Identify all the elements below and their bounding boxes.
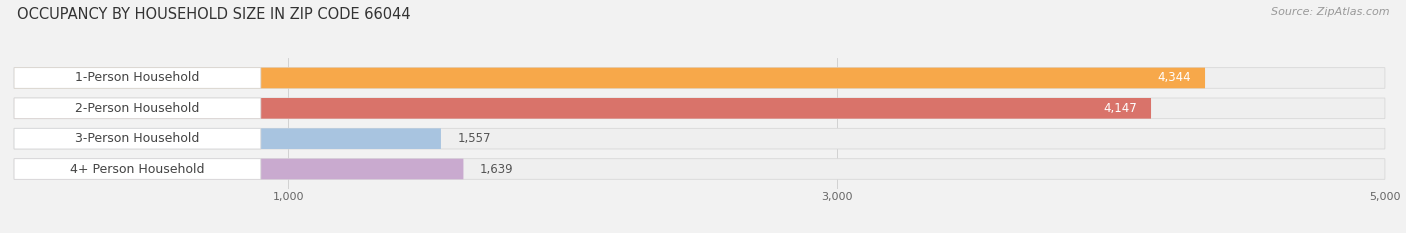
FancyBboxPatch shape: [14, 128, 262, 149]
FancyBboxPatch shape: [14, 98, 1385, 119]
Text: 4+ Person Household: 4+ Person Household: [70, 162, 205, 175]
FancyBboxPatch shape: [14, 159, 262, 179]
Text: 1,557: 1,557: [457, 132, 491, 145]
FancyBboxPatch shape: [14, 159, 464, 179]
FancyBboxPatch shape: [14, 68, 262, 88]
FancyBboxPatch shape: [14, 128, 1385, 149]
FancyBboxPatch shape: [14, 68, 1205, 88]
Text: 4,147: 4,147: [1104, 102, 1137, 115]
Text: 1,639: 1,639: [479, 162, 513, 175]
Text: 1-Person Household: 1-Person Household: [76, 72, 200, 85]
Text: 2-Person Household: 2-Person Household: [76, 102, 200, 115]
FancyBboxPatch shape: [14, 98, 1152, 119]
Text: OCCUPANCY BY HOUSEHOLD SIZE IN ZIP CODE 66044: OCCUPANCY BY HOUSEHOLD SIZE IN ZIP CODE …: [17, 7, 411, 22]
Text: 4,344: 4,344: [1157, 72, 1191, 85]
FancyBboxPatch shape: [14, 159, 1385, 179]
FancyBboxPatch shape: [14, 68, 1385, 88]
Text: 3-Person Household: 3-Person Household: [76, 132, 200, 145]
Text: Source: ZipAtlas.com: Source: ZipAtlas.com: [1271, 7, 1389, 17]
FancyBboxPatch shape: [14, 98, 262, 119]
FancyBboxPatch shape: [14, 128, 441, 149]
